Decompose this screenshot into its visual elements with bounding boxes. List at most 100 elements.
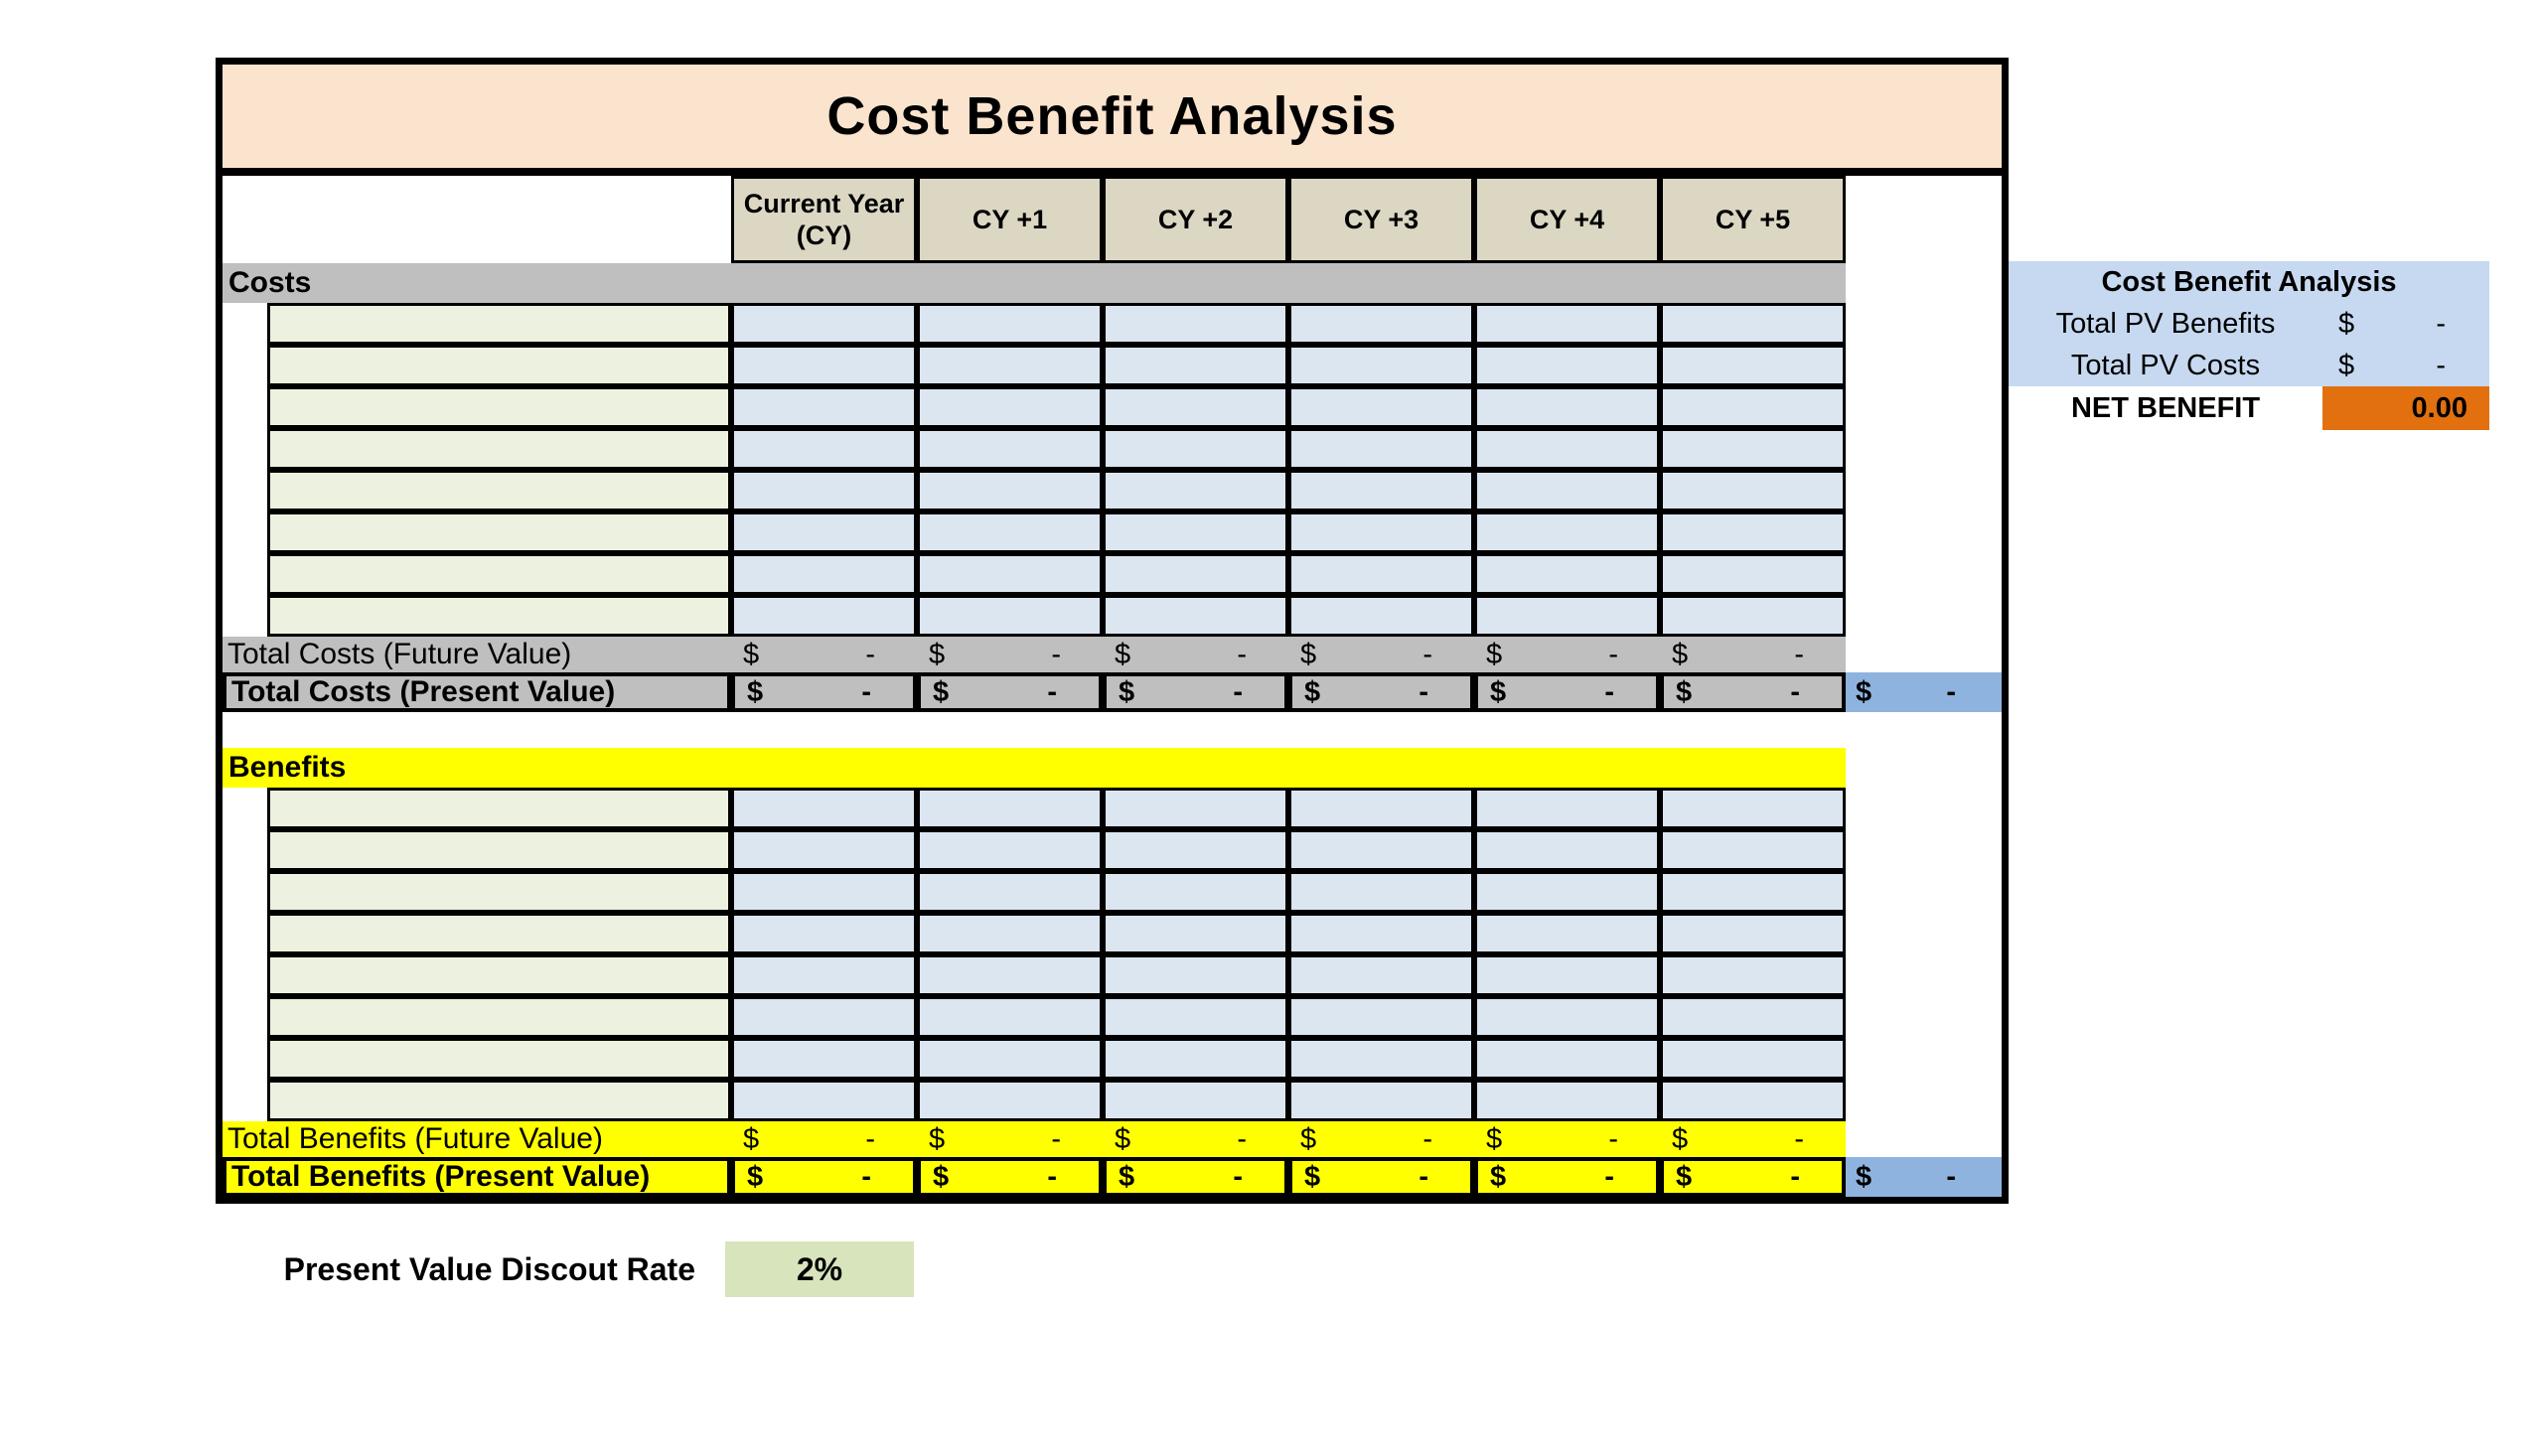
benefit-item-value-cell[interactable] <box>917 996 1103 1038</box>
benefit-item-value-cell[interactable] <box>1474 788 1660 829</box>
benefit-item-value-cell[interactable] <box>1474 913 1660 954</box>
benefit-item-value-cell[interactable] <box>731 1038 917 1080</box>
benefit-item-value-cell[interactable] <box>1288 996 1474 1038</box>
benefit-item-value-cell[interactable] <box>731 788 917 829</box>
cost-item-value-cell[interactable] <box>1660 345 1846 386</box>
cost-item-value-cell[interactable] <box>1103 386 1288 428</box>
cost-item-label-cell[interactable] <box>267 470 731 511</box>
cost-item-value-cell[interactable] <box>917 428 1103 470</box>
cost-item-value-cell[interactable] <box>1474 470 1660 511</box>
benefit-item-value-cell[interactable] <box>1103 871 1288 913</box>
benefit-item-value-cell[interactable] <box>1103 913 1288 954</box>
benefit-item-value-cell[interactable] <box>731 996 917 1038</box>
benefit-item-label-cell[interactable] <box>267 829 731 871</box>
benefit-item-value-cell[interactable] <box>1103 788 1288 829</box>
benefit-item-value-cell[interactable] <box>1474 996 1660 1038</box>
cost-item-value-cell[interactable] <box>1288 303 1474 345</box>
benefit-item-value-cell[interactable] <box>1660 996 1846 1038</box>
cost-item-label-cell[interactable] <box>267 595 731 637</box>
cost-item-value-cell[interactable] <box>1660 553 1846 595</box>
benefit-item-label-cell[interactable] <box>267 913 731 954</box>
benefit-item-value-cell[interactable] <box>1103 1038 1288 1080</box>
benefit-item-value-cell[interactable] <box>731 1080 917 1121</box>
cost-item-value-cell[interactable] <box>1660 595 1846 637</box>
cost-item-label-cell[interactable] <box>267 303 731 345</box>
cost-item-value-cell[interactable] <box>1660 386 1846 428</box>
cost-item-value-cell[interactable] <box>1288 553 1474 595</box>
benefit-item-value-cell[interactable] <box>1474 954 1660 996</box>
benefit-item-value-cell[interactable] <box>1103 829 1288 871</box>
cost-item-value-cell[interactable] <box>1103 345 1288 386</box>
cost-item-value-cell[interactable] <box>1288 595 1474 637</box>
benefit-item-value-cell[interactable] <box>1288 954 1474 996</box>
cost-item-value-cell[interactable] <box>731 511 917 553</box>
benefit-item-value-cell[interactable] <box>1288 871 1474 913</box>
benefit-item-value-cell[interactable] <box>1474 1080 1660 1121</box>
benefit-item-value-cell[interactable] <box>1474 829 1660 871</box>
cost-item-value-cell[interactable] <box>1660 303 1846 345</box>
cost-item-value-cell[interactable] <box>731 386 917 428</box>
cost-item-value-cell[interactable] <box>1288 470 1474 511</box>
cost-item-value-cell[interactable] <box>917 511 1103 553</box>
cost-item-value-cell[interactable] <box>1288 386 1474 428</box>
benefit-item-value-cell[interactable] <box>1660 1080 1846 1121</box>
cost-item-value-cell[interactable] <box>731 553 917 595</box>
cost-item-label-cell[interactable] <box>267 345 731 386</box>
benefit-item-value-cell[interactable] <box>1660 871 1846 913</box>
cost-item-value-cell[interactable] <box>1288 428 1474 470</box>
benefit-item-value-cell[interactable] <box>731 871 917 913</box>
cost-item-value-cell[interactable] <box>731 428 917 470</box>
cost-item-value-cell[interactable] <box>1474 595 1660 637</box>
cost-item-value-cell[interactable] <box>1660 470 1846 511</box>
cost-item-value-cell[interactable] <box>917 595 1103 637</box>
cost-item-value-cell[interactable] <box>1103 428 1288 470</box>
benefit-item-value-cell[interactable] <box>1288 788 1474 829</box>
benefit-item-label-cell[interactable] <box>267 1080 731 1121</box>
benefit-item-value-cell[interactable] <box>1474 871 1660 913</box>
benefit-item-value-cell[interactable] <box>1103 1080 1288 1121</box>
cost-item-value-cell[interactable] <box>1103 470 1288 511</box>
cost-item-value-cell[interactable] <box>1103 303 1288 345</box>
benefit-item-value-cell[interactable] <box>1660 1038 1846 1080</box>
cost-item-value-cell[interactable] <box>731 470 917 511</box>
benefit-item-value-cell[interactable] <box>917 871 1103 913</box>
benefit-item-value-cell[interactable] <box>1660 954 1846 996</box>
benefit-item-value-cell[interactable] <box>731 954 917 996</box>
cost-item-value-cell[interactable] <box>917 553 1103 595</box>
benefit-item-value-cell[interactable] <box>1103 954 1288 996</box>
benefit-item-label-cell[interactable] <box>267 788 731 829</box>
cost-item-value-cell[interactable] <box>1474 345 1660 386</box>
benefit-item-value-cell[interactable] <box>1660 913 1846 954</box>
cost-item-value-cell[interactable] <box>917 470 1103 511</box>
benefit-item-label-cell[interactable] <box>267 1038 731 1080</box>
benefit-item-value-cell[interactable] <box>1103 996 1288 1038</box>
benefit-item-label-cell[interactable] <box>267 996 731 1038</box>
cost-item-label-cell[interactable] <box>267 553 731 595</box>
cost-item-value-cell[interactable] <box>1660 428 1846 470</box>
cost-item-label-cell[interactable] <box>267 428 731 470</box>
benefit-item-value-cell[interactable] <box>917 788 1103 829</box>
cost-item-value-cell[interactable] <box>1288 345 1474 386</box>
benefit-item-value-cell[interactable] <box>1288 1080 1474 1121</box>
benefit-item-value-cell[interactable] <box>1474 1038 1660 1080</box>
cost-item-value-cell[interactable] <box>1103 511 1288 553</box>
cost-item-value-cell[interactable] <box>1474 303 1660 345</box>
discount-rate-cell[interactable]: 2% <box>725 1241 914 1297</box>
cost-item-value-cell[interactable] <box>1103 553 1288 595</box>
benefit-item-value-cell[interactable] <box>731 829 917 871</box>
benefit-item-value-cell[interactable] <box>731 913 917 954</box>
cost-item-value-cell[interactable] <box>1474 553 1660 595</box>
cost-item-value-cell[interactable] <box>1103 595 1288 637</box>
benefit-item-value-cell[interactable] <box>917 913 1103 954</box>
benefit-item-value-cell[interactable] <box>917 1080 1103 1121</box>
cost-item-label-cell[interactable] <box>267 386 731 428</box>
cost-item-value-cell[interactable] <box>917 386 1103 428</box>
benefit-item-label-cell[interactable] <box>267 871 731 913</box>
benefit-item-value-cell[interactable] <box>917 954 1103 996</box>
benefit-item-value-cell[interactable] <box>1288 1038 1474 1080</box>
cost-item-value-cell[interactable] <box>1474 428 1660 470</box>
cost-item-label-cell[interactable] <box>267 511 731 553</box>
cost-item-value-cell[interactable] <box>1288 511 1474 553</box>
cost-item-value-cell[interactable] <box>1474 386 1660 428</box>
cost-item-value-cell[interactable] <box>731 595 917 637</box>
